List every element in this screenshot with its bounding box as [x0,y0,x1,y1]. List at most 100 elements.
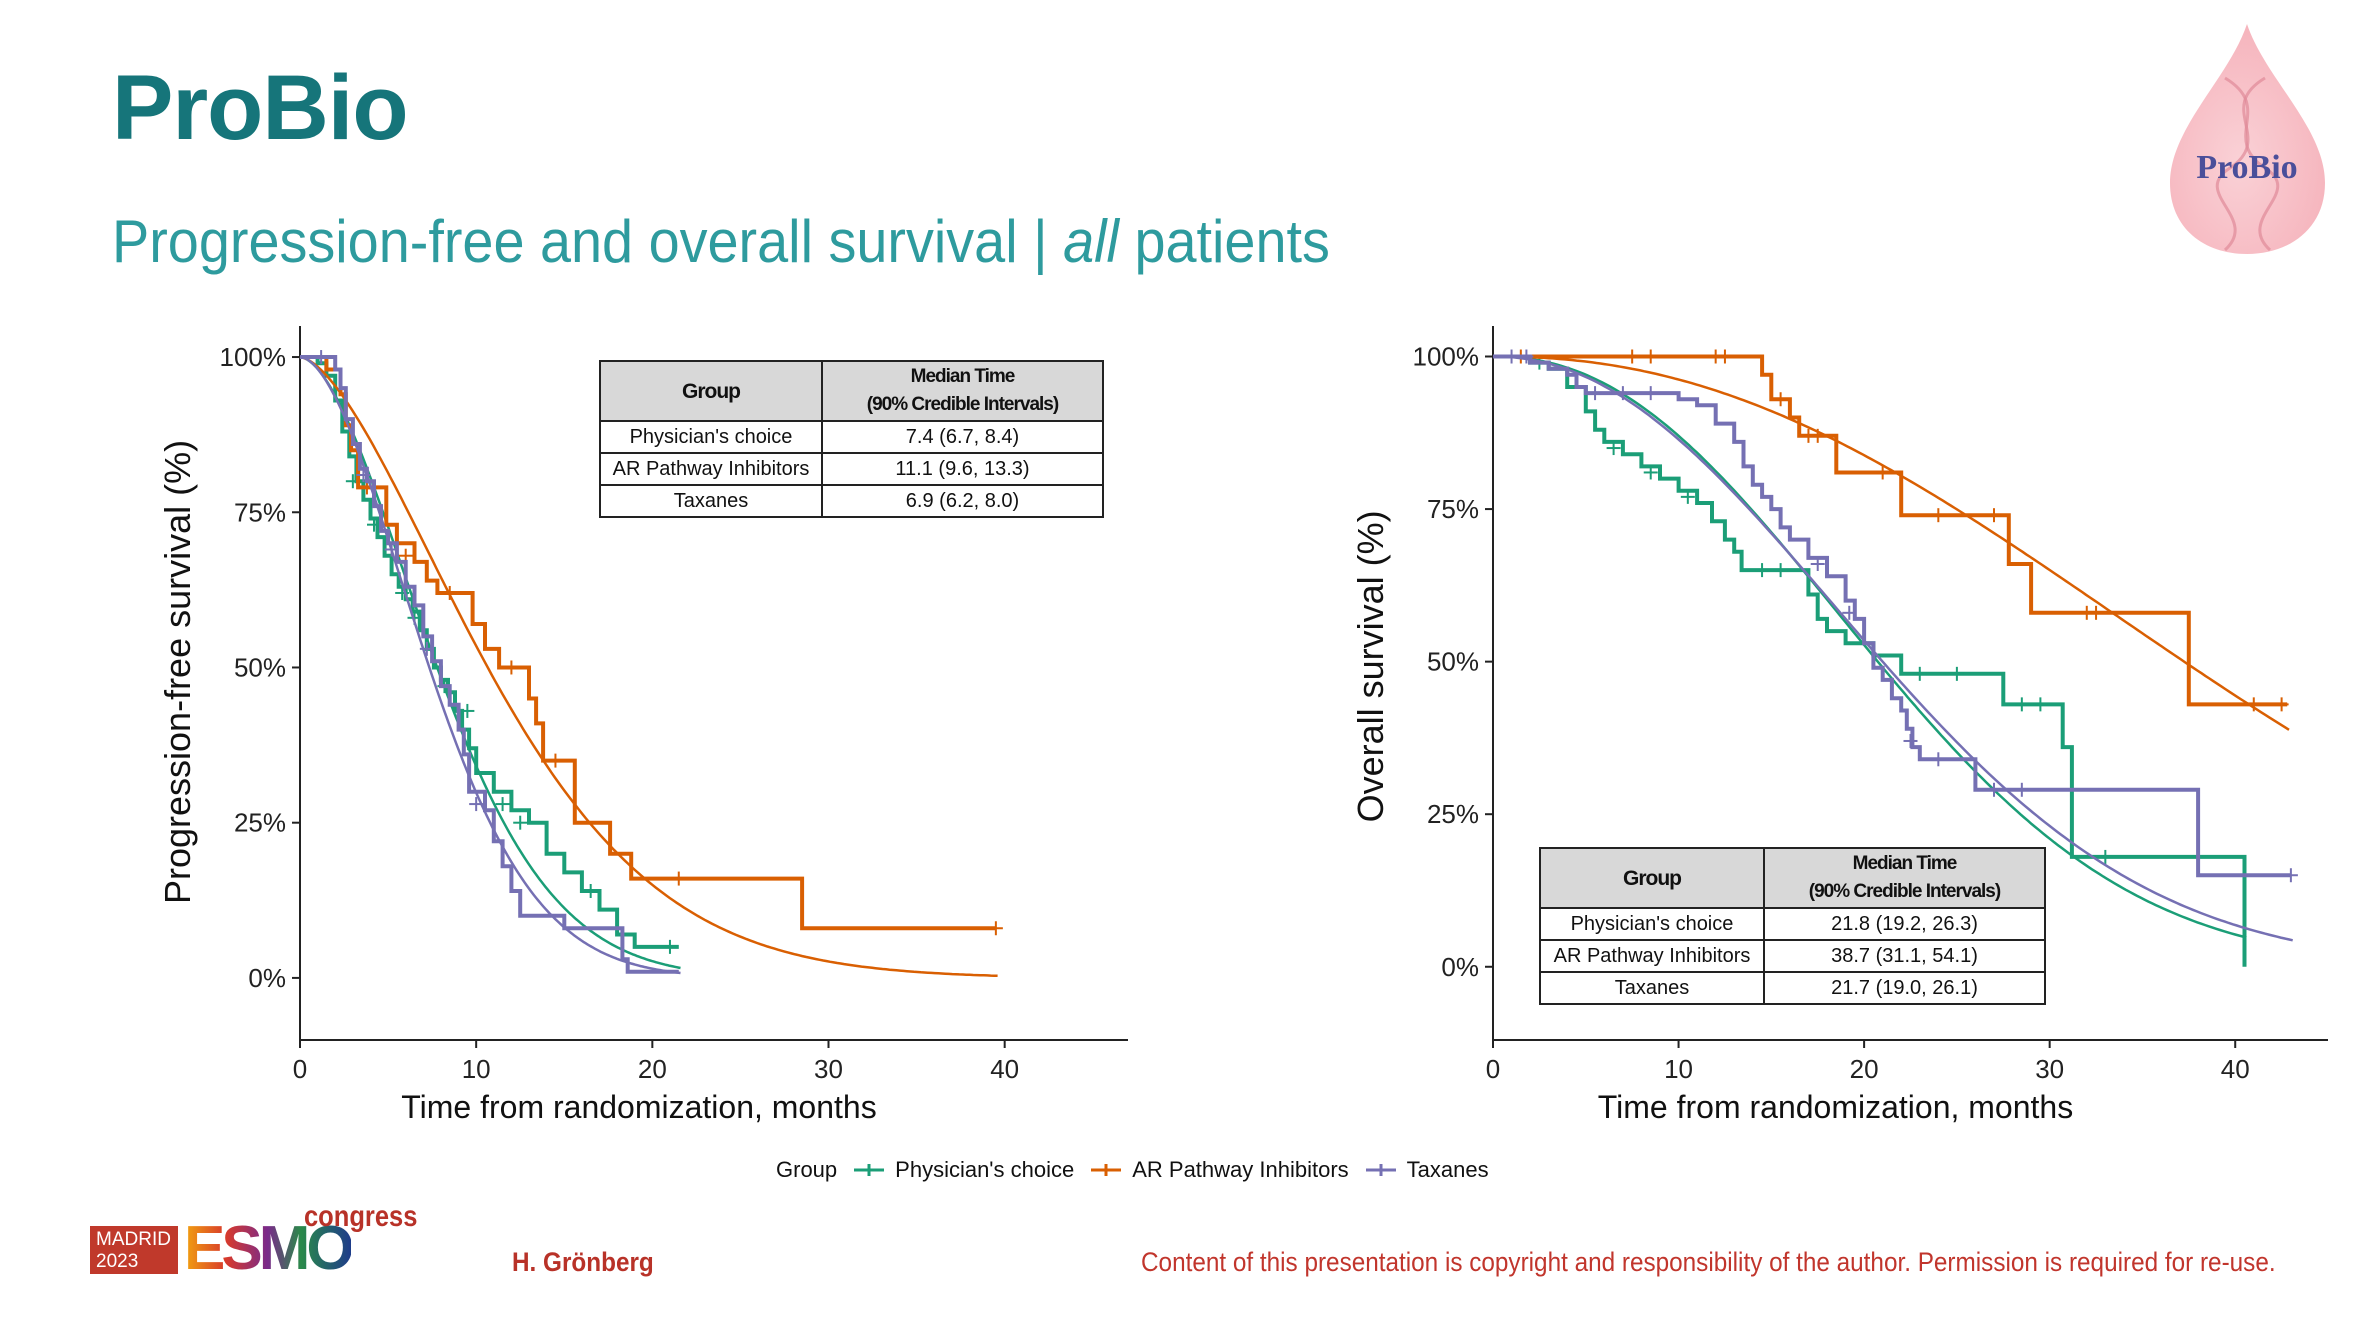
pfs-table-header-median: Median Time (90% Credible Intervals) [821,360,1104,422]
censor-mark-ar-pathway-inhibitors [1875,465,1890,480]
dna-strand-b [2215,76,2266,252]
os-row-value: 38.7 (31.1, 54.1) [1763,939,2046,973]
os-median-table: Group Median Time (90% Credible Intervals… [1539,847,2046,1005]
censor-mark-taxanes [356,468,371,483]
legend-label-ar: AR Pathway Inhibitors [1132,1157,1349,1182]
x-tick-label: 0 [1486,1054,1500,1084]
censor-mark-physician-s-choice [583,883,598,898]
censor-mark-physician-s-choice [1755,563,1770,578]
censor-mark-ar-pathway-inhibitors [504,660,519,675]
y-tick-label: 75% [1427,494,1479,524]
censor-mark-taxanes [419,641,434,656]
esmo-city-box: MADRID 2023 [90,1226,178,1274]
censor-mark-taxanes [1615,386,1630,401]
censor-mark-ar-pathway-inhibitors [1643,349,1658,364]
x-tick-label: 20 [1850,1054,1879,1084]
legend-swatch-taxanes [1365,1164,1396,1176]
censor-mark-taxanes [2283,868,2298,883]
logo-text: ProBio [2196,149,2297,186]
pfs-row-group: AR Pathway Inhibitors [599,452,823,486]
censor-mark-physician-s-choice [1606,441,1621,456]
censor-mark-physician-s-choice [1949,666,1964,681]
y-tick-label: 75% [234,497,286,527]
x-tick-label: 10 [462,1054,491,1084]
censor-mark-physician-s-choice [1773,563,1788,578]
fit-curve-physician-s-choice [299,355,681,970]
copyright-notice: Content of this presentation is copyrigh… [1141,1247,2276,1277]
censor-mark-physician-s-choice [460,703,475,718]
table-row: AR Pathway Inhibitors 38.7 (31.1, 54.1) [1539,939,2046,973]
table-row: Taxanes 6.9 (6.2, 8.0) [599,484,1104,518]
censor-mark-ar-pathway-inhibitors [2246,697,2261,712]
fit-curve-taxanes [1493,355,2293,942]
legend-title: Group [776,1157,838,1182]
pfs-header-ci-text: (90% Credible Intervals) [866,394,1059,415]
y-tick-label: 25% [234,808,286,838]
censor-mark-taxanes [1519,349,1534,364]
censor-mark-taxanes [314,350,329,365]
esmo-city: MADRID [96,1229,171,1250]
censor-mark-ar-pathway-inhibitors [1625,349,1640,364]
censor-mark-physician-s-choice [662,939,677,954]
censor-mark-ar-pathway-inhibitors [671,871,686,886]
probio-logo: ProBio [2170,24,2325,254]
censor-mark-taxanes [384,542,399,557]
km-curve-taxanes [1493,354,2291,878]
legend-swatch-physician [854,1164,885,1176]
fit-curve-ar-pathway-inhibitors [299,355,998,978]
os-row-group: Taxanes [1539,971,1765,1005]
y-tick-label: 50% [1427,647,1479,677]
censor-mark-ar-pathway-inhibitors [1931,508,1946,523]
os-chart: 100% 75% 50% 25% 0% 0 10 20 30 40 Time from random… [1350,326,2328,1125]
censor-mark-taxanes [469,797,484,812]
esmo-congress-word: congress [304,1200,418,1233]
x-tick-label: 10 [1664,1054,1693,1084]
censor-mark-ar-pathway-inhibitors [988,921,1003,936]
x-tick-label: 20 [638,1054,667,1084]
os-row-group: AR Pathway Inhibitors [1539,939,1765,973]
x-axis-label: Time from randomization, months [1598,1089,2073,1125]
censor-mark-taxanes [2014,782,2029,797]
pfs-row-group: Taxanes [599,484,823,518]
pfs-row-value: 6.9 (6.2, 8.0) [821,484,1104,518]
censor-mark-ar-pathway-inhibitors [1987,508,2001,523]
censor-mark-ar-pathway-inhibitors [548,753,563,768]
censor-mark-physician-s-choice [366,517,381,532]
censor-mark-taxanes [1931,752,1946,767]
legend-label-taxanes: Taxanes [1406,1157,1489,1182]
os-row-value: 21.7 (19.0, 26.1) [1763,971,2046,1005]
censor-mark-physician-s-choice [2098,849,2113,864]
subtitle-italic: all [1063,208,1119,275]
slide-title: ProBio [112,57,409,159]
pfs-chart: 100% 75% 50% 25% 0% 0 10 20 30 40 Time from random… [157,326,1128,1125]
pfs-row-value: 7.4 (6.7, 8.4) [821,420,1104,454]
esmo-year: 2023 [96,1251,139,1272]
y-tick-label: 25% [1427,799,1479,829]
pfs-median-table: Group Median Time (90% Credible Intervals… [599,360,1104,518]
os-row-value: 21.8 (19.2, 26.3) [1763,907,2046,941]
km-curve-physician-s-choice [1493,354,2247,967]
pfs-row-value: 11.1 (9.6, 13.3) [821,452,1104,486]
legend-label-physician: Physician's choice [895,1157,1075,1182]
censor-mark-physician-s-choice [1643,465,1658,480]
os-table-header-group: Group [1539,847,1765,909]
censor-mark-taxanes [1810,557,1825,571]
dna-strand-a [2224,76,2280,252]
fit-curve-taxanes [299,355,681,975]
censor-mark-taxanes [1987,782,2001,797]
chart-legend: Group Physician's choice AR Pathway Inhi… [776,1153,1505,1187]
os-header-ci-text: (90% Credible Intervals) [1808,881,2001,902]
legend-swatch-ar [1091,1164,1122,1176]
censor-mark-ar-pathway-inhibitors [1773,392,1788,407]
legend-item-taxanes: Taxanes [1365,1157,1489,1183]
censor-mark-taxanes [1643,386,1658,401]
censor-mark-ar-pathway-inhibitors [442,585,457,600]
censor-mark-physician-s-choice [495,797,510,812]
x-tick-label: 30 [2035,1054,2064,1084]
y-tick-label: 50% [234,652,286,682]
subtitle-pre: Progression-free and overall survival | [112,208,1064,275]
fit-curve-ar-pathway-inhibitors [1493,355,2290,731]
pfs-header-median-text: Median Time [910,366,1016,388]
x-tick-label: 40 [2221,1054,2250,1084]
pfs-row-group: Physician's choice [599,420,823,454]
